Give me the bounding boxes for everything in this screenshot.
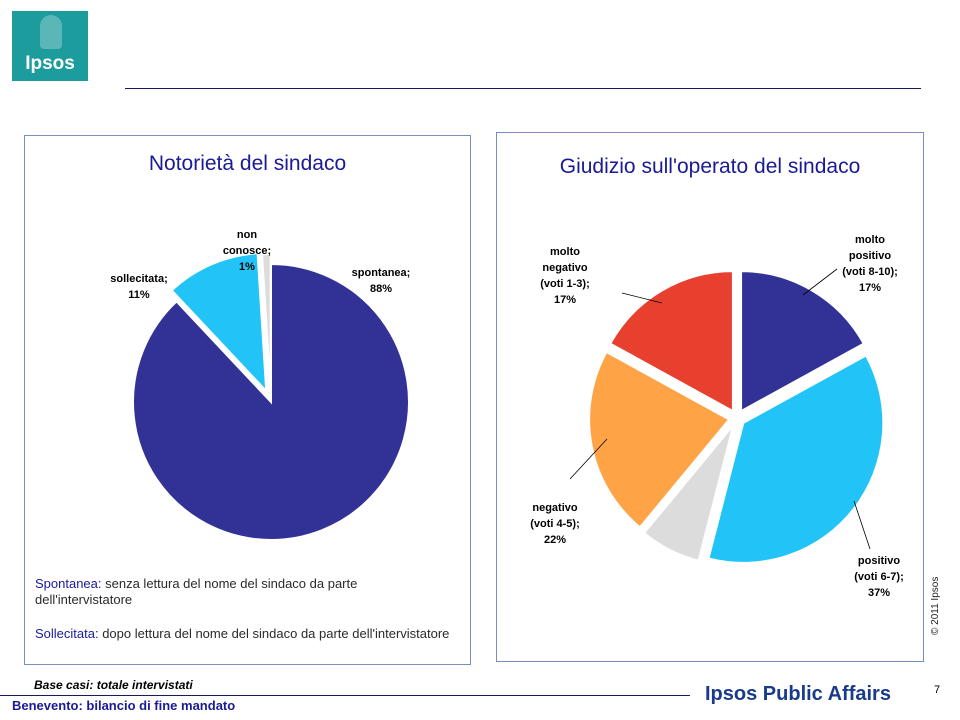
pie1-leader-4 [621, 292, 663, 304]
footer-divider [0, 695, 690, 696]
note-spontanea: Spontanea: senza lettura del nome del si… [35, 576, 455, 608]
pie1-slice-3 [588, 350, 731, 529]
note-sollecitata: Sollecitata: dopo lettura del nome del s… [35, 626, 455, 642]
logo-figure-icon [40, 15, 62, 49]
pie0-label-2: non conosce; 1% [223, 229, 271, 273]
pie1-label-3: negativo (voti 4-5); 22% [530, 502, 580, 546]
base-note: Base casi: totale intervistati [34, 678, 193, 692]
pie0-slice-2 [260, 253, 272, 393]
note-spontanea-text: senza lettura del nome del sindaco da pa… [35, 576, 358, 607]
chart-title-notorieta: Notorietà del sindaco [148, 152, 347, 175]
header-divider [125, 88, 921, 89]
brand-name: Ipsos Public Affairs [705, 683, 891, 705]
pie0-slice-0 [132, 262, 410, 541]
pie1-slice-2 [642, 424, 735, 562]
pie0-slice-1 [170, 252, 268, 394]
giudizio-panel: Giudizio sull'operato del sindaco molto p… [496, 132, 924, 662]
footer-title: Benevento: bilancio di fine mandato [12, 698, 236, 713]
page-number: 7 [934, 684, 941, 696]
pie1-label-0: molto positivo (voti 8-10); 17% [842, 234, 898, 294]
note-sollecitata-term: Sollecitata: [35, 626, 99, 641]
giudizio-pie-chart: molto positivo (voti 8-10); 17% positivo (vot… [530, 234, 904, 599]
logo-text: Ipsos [25, 53, 75, 74]
notorieta-panel: Notorietà del sindaco spontanea; 88% solle… [24, 135, 471, 665]
pie1-label-4: molto negativo (voti 1-3); 17% [540, 246, 590, 306]
pie0-label-1: sollecitata; 11% [110, 273, 167, 301]
notorieta-pie-chart: spontanea; 88% sollecitata; 11% non conosce; 1… [110, 229, 411, 541]
copyright-text: © 2011 Ipsos [930, 576, 941, 635]
pie1-slice-1 [707, 354, 885, 564]
pie0-label-0: spontanea; 88% [352, 267, 411, 295]
pie1-leader-0 [802, 268, 838, 296]
pie1-leader-3 [569, 438, 608, 480]
note-spontanea-term: Spontanea: [35, 576, 102, 591]
note-sollecitata-text: dopo lettura del nome del sindaco da par… [98, 626, 450, 641]
chart-title-giudizio: Giudizio sull'operato del sindaco [559, 155, 861, 178]
pie1-label-1: positivo (voti 6-7); 37% [854, 555, 904, 599]
pie1-leader-1 [853, 500, 871, 550]
ipsos-logo: Ipsos [12, 11, 88, 81]
pie1-slice-4 [608, 270, 734, 413]
pie1-slice-0 [740, 270, 866, 413]
